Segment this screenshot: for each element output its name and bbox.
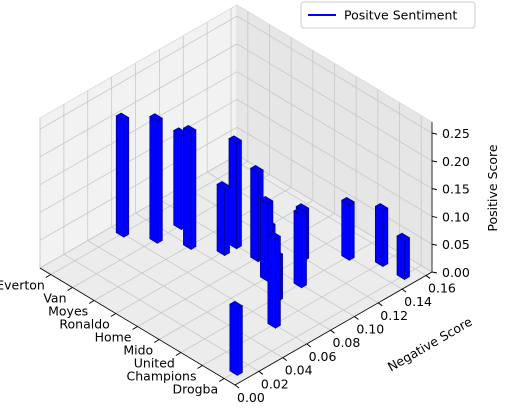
x-tick xyxy=(197,365,203,369)
legend-label: Positve Sentiment xyxy=(344,8,457,23)
grid-line xyxy=(39,154,238,269)
z-tick xyxy=(431,160,438,163)
y-tick-label: 0.00 xyxy=(237,390,265,405)
y-tick xyxy=(425,275,431,279)
grid-line xyxy=(39,71,238,186)
y-tick xyxy=(354,316,359,320)
grid-line xyxy=(223,265,422,379)
y-tick-label: 0.06 xyxy=(309,349,337,364)
bar xyxy=(341,196,355,261)
bar xyxy=(229,300,244,376)
x-tick-label: Champions xyxy=(127,369,197,384)
bar xyxy=(182,124,197,251)
y-tick xyxy=(258,370,264,375)
z-tick-label: 0.15 xyxy=(442,182,470,197)
grid-line xyxy=(50,161,249,275)
bar xyxy=(149,113,164,244)
y-tick xyxy=(306,343,311,348)
grid-line xyxy=(39,15,238,130)
grid-line xyxy=(39,99,238,213)
grid-line xyxy=(236,43,433,162)
z-tick-label: 0.25 xyxy=(442,126,470,141)
x-tick-label: Moyes xyxy=(48,304,88,319)
z-tick-label: 0.00 xyxy=(442,265,470,280)
x-tick xyxy=(153,339,160,343)
bar xyxy=(216,181,231,257)
y-tick-label: 0.04 xyxy=(285,363,313,378)
x-tick xyxy=(175,352,182,356)
x-tick-label: Ronaldo xyxy=(59,317,109,332)
x-tick xyxy=(132,326,138,330)
x-tick-label: Home xyxy=(95,330,132,345)
y-tick-label: 0.08 xyxy=(333,335,361,350)
x-tick xyxy=(218,378,225,382)
z-tick-label: 0.10 xyxy=(442,209,470,224)
z-tick xyxy=(431,188,438,191)
bar xyxy=(115,112,130,238)
grid-line xyxy=(135,212,331,331)
y-tick xyxy=(234,384,240,389)
grid-line xyxy=(158,226,357,340)
bars xyxy=(115,112,411,376)
z-tick-label: 0.05 xyxy=(442,237,470,252)
grid-line xyxy=(87,240,283,358)
x-tick xyxy=(110,313,117,317)
x-tick xyxy=(67,287,73,291)
axis-line xyxy=(234,271,433,386)
bar xyxy=(267,231,282,329)
y-tick-label: 0.10 xyxy=(356,322,384,337)
bar xyxy=(396,232,411,281)
y-tick-label: 0.12 xyxy=(380,308,408,323)
grid-line xyxy=(39,43,238,158)
y-tick xyxy=(401,288,407,293)
z-tick xyxy=(431,132,438,135)
bar xyxy=(293,207,308,289)
x-tick-label: Van xyxy=(43,291,66,306)
bar xyxy=(228,135,243,250)
x-tick-label: Mido xyxy=(123,343,153,358)
z-tick xyxy=(431,243,438,246)
z-tick xyxy=(431,271,438,274)
legend: Positve Sentiment xyxy=(300,1,476,29)
legend-box xyxy=(300,1,476,29)
grid-line xyxy=(236,99,433,217)
z-tick-label: 0.20 xyxy=(442,154,470,169)
labels: EvertonVanMoyesRonaldoHomeMidoUnitedCham… xyxy=(0,122,470,405)
grid-line xyxy=(183,185,379,304)
x-tick-label: Everton xyxy=(0,278,45,293)
y-tick-label: 0.16 xyxy=(428,280,456,295)
x-tick-label: Drogba xyxy=(172,382,218,397)
y-tick-label: 0.02 xyxy=(261,376,289,391)
y-tick-label: 0.14 xyxy=(404,294,432,309)
bar xyxy=(374,203,389,268)
x-tick xyxy=(45,274,52,278)
z-axis-label: Positive Score xyxy=(485,144,500,231)
grid-line xyxy=(63,253,260,372)
x-tick-label: United xyxy=(134,356,175,371)
grid-line xyxy=(236,71,433,190)
x-tick xyxy=(88,300,95,304)
grid-line xyxy=(230,158,427,276)
grid-line xyxy=(115,200,314,314)
y-tick xyxy=(330,329,335,334)
axis-line xyxy=(39,267,236,386)
y-tick xyxy=(282,357,288,362)
z-tick xyxy=(431,215,438,218)
grid-line xyxy=(236,126,433,245)
y-tick xyxy=(377,302,383,307)
grid-line xyxy=(39,126,238,241)
grid-line xyxy=(236,15,433,134)
